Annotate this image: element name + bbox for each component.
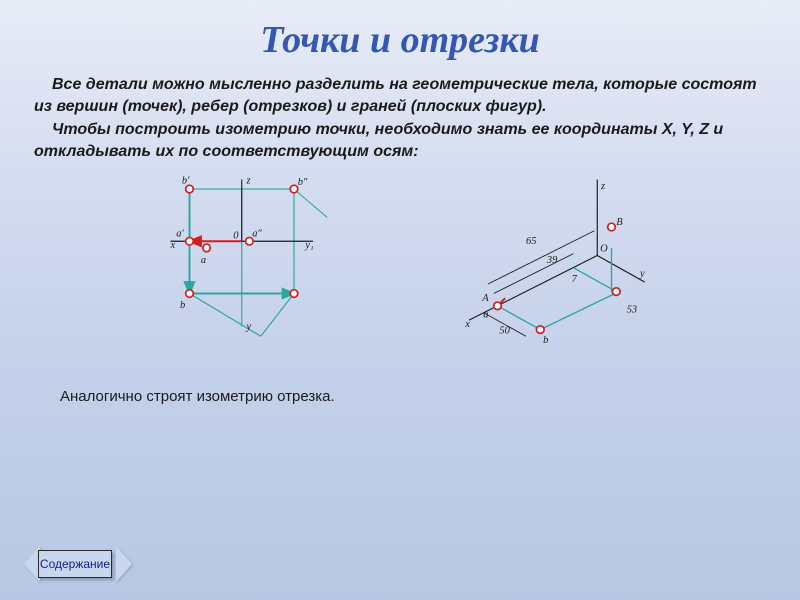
page-title: Точки и отрезки: [0, 0, 800, 74]
svg-text:b: b: [180, 300, 185, 311]
nav-label: Содержание: [38, 550, 112, 578]
svg-text:O: O: [600, 244, 608, 255]
svg-text:z: z: [245, 176, 250, 187]
svg-text:a: a: [200, 255, 205, 266]
svg-text:65: 65: [526, 236, 536, 247]
svg-text:53: 53: [626, 305, 636, 316]
svg-text:y: y: [245, 322, 251, 333]
paragraph-2: Чтобы построить изометрию точки, необход…: [34, 119, 766, 162]
svg-text:x: x: [169, 240, 175, 251]
svg-text:y₁: y₁: [304, 240, 313, 251]
svg-text:7: 7: [571, 274, 577, 285]
diagrams-row: b′ b″ a′ a″ 0 b a x y₁ z y: [0, 170, 800, 360]
svg-text:b″: b″: [297, 178, 307, 189]
paragraph-1: Все детали можно мысленно разделить на г…: [34, 74, 766, 117]
svg-text:b: b: [543, 335, 548, 346]
nav-contents-button[interactable]: Содержание: [24, 546, 132, 582]
svg-text:B: B: [616, 217, 623, 228]
svg-text:39: 39: [545, 255, 557, 266]
svg-text:z: z: [600, 181, 605, 192]
diagram-isometric: z O x y A B a b 65 39 7 50 53: [431, 170, 659, 360]
diagram-orthographic: b′ b″ a′ a″ 0 b a x y₁ z y: [142, 170, 351, 360]
svg-text:y: y: [639, 269, 645, 280]
caption-text: Аналогично строят изометрию отрезка.: [0, 388, 800, 405]
svg-text:A: A: [481, 293, 489, 304]
svg-text:b′: b′: [181, 176, 189, 187]
svg-text:a: a: [483, 310, 488, 321]
svg-text:a′: a′: [176, 229, 184, 240]
svg-text:a″: a″: [252, 229, 262, 240]
body-text-block: Все детали можно мысленно разделить на г…: [0, 74, 800, 162]
svg-text:50: 50: [499, 326, 510, 337]
svg-text:0: 0: [233, 231, 239, 242]
svg-text:x: x: [464, 319, 470, 330]
arrow-right-icon: [116, 546, 132, 582]
